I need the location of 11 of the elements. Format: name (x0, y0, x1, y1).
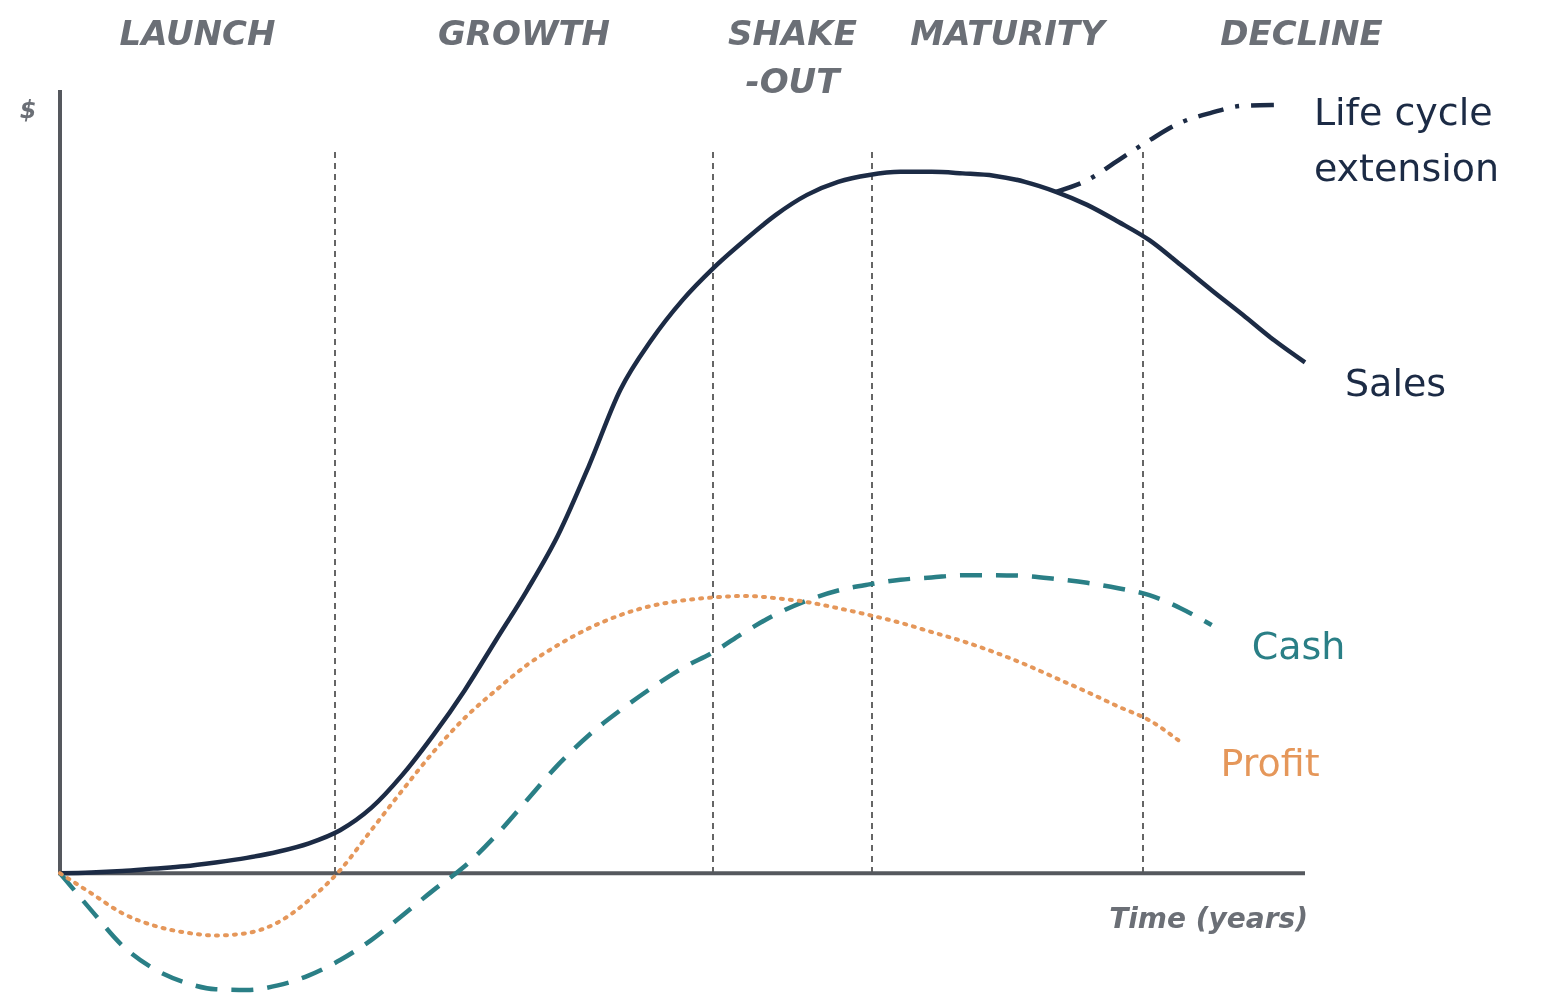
text: DECLINE (1220, 13, 1383, 53)
text: LAUNCH (119, 13, 276, 53)
text: SHAKE -OUT (728, 13, 857, 101)
y-axis-title: $ (19, 96, 37, 124)
series-label: Profit (1220, 740, 1320, 785)
series-label: Cash (1251, 624, 1346, 669)
text: MATURITY (910, 13, 1109, 53)
x-axis-title: Time (years) (1109, 902, 1308, 935)
text: GROWTH (437, 13, 611, 53)
series-label: Sales (1345, 361, 1447, 406)
series-label: Life cycle extension (1313, 90, 1500, 190)
